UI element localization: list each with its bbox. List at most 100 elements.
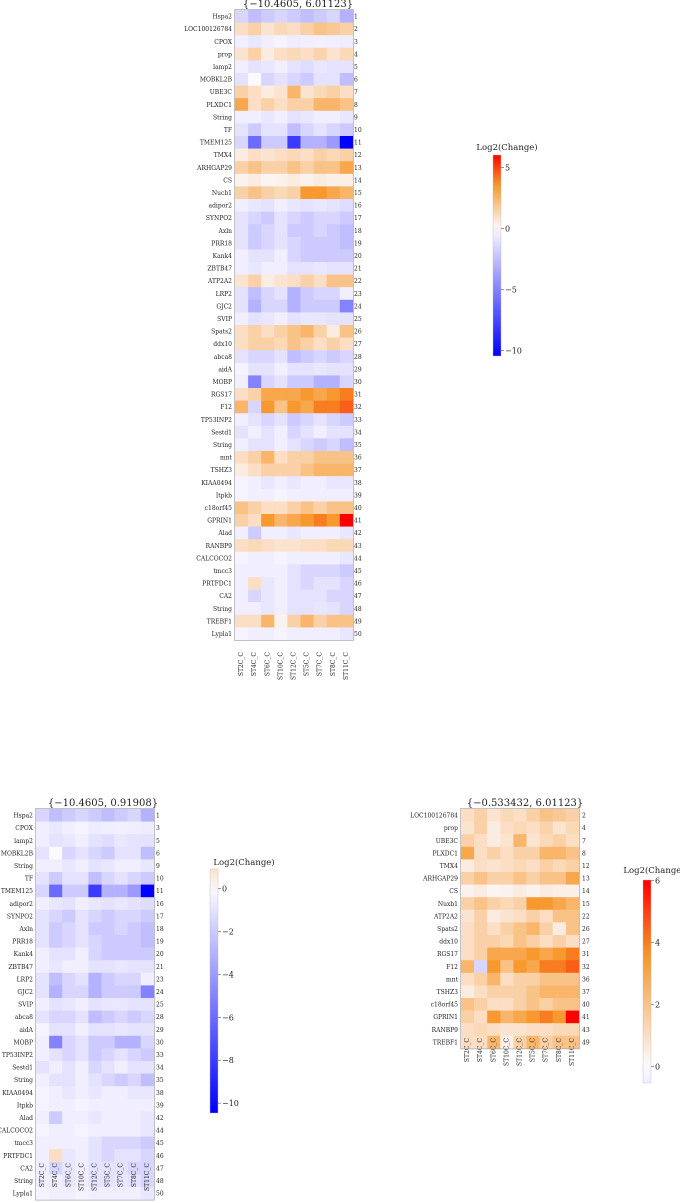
heatmap-cell (274, 514, 288, 527)
heatmap-cell (474, 1023, 488, 1037)
heatmap-cell (49, 809, 63, 822)
heatmap-cell (127, 1187, 142, 1200)
heatmap-cell (339, 236, 354, 250)
heatmap-cell (313, 577, 327, 590)
heatmap-cell (526, 884, 540, 898)
heatmap-cell (339, 312, 354, 326)
heatmap-cell (62, 897, 76, 911)
heatmap-cell (474, 985, 488, 999)
row-number: 13 (582, 876, 590, 883)
heatmap-cell (114, 1111, 128, 1125)
heatmap-cell (500, 809, 514, 822)
heatmap-cell (287, 577, 301, 590)
row-label: String (213, 114, 232, 121)
row-label: Lypla1 (212, 631, 232, 638)
heatmap-cell (513, 809, 527, 822)
heatmap-cell (565, 859, 580, 873)
heatmap-cell (287, 602, 301, 616)
row-number: 24 (156, 989, 164, 996)
row-label: c18orf45 (205, 505, 233, 512)
heatmap-cell (339, 413, 354, 427)
row-label: TREBF1 (433, 1039, 458, 1046)
row-number: 11 (354, 140, 362, 147)
heatmap-cell (287, 47, 301, 61)
row-label: LRP2 (216, 291, 233, 298)
heatmap-cell (313, 375, 327, 389)
heatmap-cell (261, 249, 275, 263)
heatmap-cell (552, 872, 567, 885)
heatmap-cell (300, 438, 314, 452)
heatmap-cell (248, 564, 262, 578)
heatmap-cell (127, 834, 142, 848)
heatmap-cell (339, 161, 354, 175)
heatmap-cell (261, 388, 275, 401)
heatmap-cell (88, 947, 102, 961)
heatmap-cell (62, 947, 76, 961)
heatmap-cell (140, 872, 155, 885)
heatmap-cell (248, 337, 262, 351)
heatmap-cell (300, 577, 314, 590)
row-label: mnt (446, 976, 459, 983)
heatmap-cell (248, 173, 262, 187)
heatmap-cell (274, 299, 288, 313)
heatmap-cell (513, 985, 527, 999)
row-number: 35 (354, 442, 362, 449)
heatmap-cell (474, 960, 488, 974)
heatmap-cell (339, 451, 354, 464)
heatmap-cell (339, 22, 354, 36)
row-number: 34 (354, 429, 362, 436)
heatmap-cell (474, 821, 488, 835)
heatmap-cell (474, 909, 488, 923)
heatmap-cell (339, 110, 354, 124)
column-label: ST7C_C (317, 652, 324, 677)
heatmap-cell (140, 809, 155, 822)
heatmap-cell (88, 1086, 102, 1100)
heatmap-cell (287, 85, 301, 99)
row-number: 5 (156, 838, 160, 845)
heatmap-cell (235, 47, 249, 61)
row-label: GJC2 (216, 303, 232, 310)
heatmap-cell (513, 1023, 527, 1037)
row-number: 4 (582, 825, 586, 832)
heatmap-cell (313, 60, 327, 74)
row-label: aidA (19, 1027, 33, 1034)
heatmap-cell (140, 935, 155, 948)
heatmap-cell (326, 577, 341, 590)
row-number: 1 (354, 14, 358, 21)
heatmap-cell (274, 564, 288, 578)
heatmap-cell (313, 539, 327, 553)
heatmap-cell (552, 1023, 567, 1037)
heatmap-cell (274, 539, 288, 553)
heatmap-cell (114, 1098, 128, 1112)
heatmap-cell (474, 884, 488, 898)
heatmap-cell (101, 821, 115, 835)
row-label: c18orf45 (431, 1002, 459, 1009)
legend-tick-label: 2 (655, 1000, 660, 1009)
row-label: PRR18 (211, 240, 232, 247)
heatmap-cell (487, 897, 501, 911)
heatmap-cell (487, 1035, 501, 1049)
heatmap-cell (313, 388, 327, 401)
heatmap-cell (235, 98, 249, 112)
heatmap-cell (261, 123, 275, 137)
heatmap-cell (500, 1035, 514, 1049)
heatmap-cell (248, 589, 262, 603)
heatmap-cell (565, 909, 580, 923)
heatmap-cell (127, 1161, 142, 1175)
heatmap-cell (300, 47, 314, 61)
heatmap-cell (235, 262, 249, 275)
heatmap-cell (326, 539, 341, 553)
legend-tick-label: −6 (222, 1013, 234, 1022)
heatmap-cell (140, 1149, 155, 1163)
heatmap-cell (313, 463, 327, 477)
heatmap-cell (313, 98, 327, 112)
heatmap-cell (248, 262, 262, 275)
heatmap-cell (36, 960, 50, 974)
heatmap-cell (114, 1061, 128, 1074)
panel-title: {−10.4605, 6.01123} (243, 0, 353, 10)
heatmap-cell (88, 960, 102, 974)
heatmap-cell (487, 1010, 501, 1024)
heatmap-cell (248, 362, 262, 376)
row-label: TF (224, 127, 232, 134)
